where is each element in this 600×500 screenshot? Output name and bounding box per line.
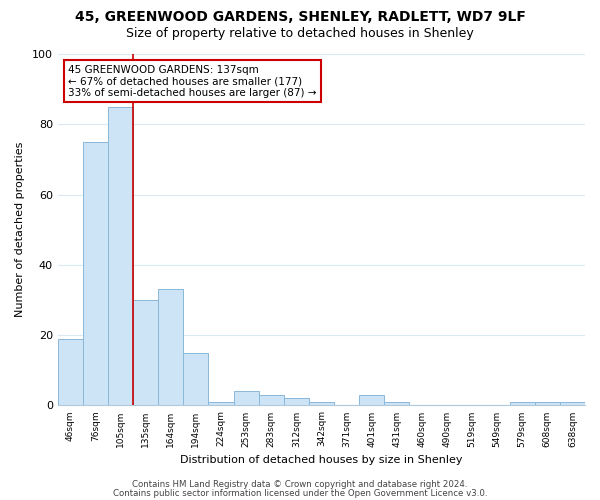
Bar (58, 338, 83, 406)
Bar (108, 106, 133, 406)
Bar (158, 290, 184, 406)
Bar (509, 402, 535, 406)
Bar (83, 142, 108, 406)
Bar (284, 398, 309, 406)
Text: Contains public sector information licensed under the Open Government Licence v3: Contains public sector information licen… (113, 488, 487, 498)
Text: Size of property relative to detached houses in Shenley: Size of property relative to detached ho… (126, 28, 474, 40)
Bar (359, 395, 384, 406)
Bar (560, 402, 585, 406)
Y-axis label: Number of detached properties: Number of detached properties (15, 142, 25, 318)
Bar (208, 402, 233, 406)
Text: 45 GREENWOOD GARDENS: 137sqm
← 67% of detached houses are smaller (177)
33% of s: 45 GREENWOOD GARDENS: 137sqm ← 67% of de… (68, 64, 317, 98)
Bar (233, 392, 259, 406)
Bar (309, 402, 334, 406)
Bar (133, 300, 158, 406)
Bar (384, 402, 409, 406)
Text: 45, GREENWOOD GARDENS, SHENLEY, RADLETT, WD7 9LF: 45, GREENWOOD GARDENS, SHENLEY, RADLETT,… (74, 10, 526, 24)
Bar (535, 402, 560, 406)
Text: Contains HM Land Registry data © Crown copyright and database right 2024.: Contains HM Land Registry data © Crown c… (132, 480, 468, 489)
X-axis label: Distribution of detached houses by size in Shenley: Distribution of detached houses by size … (180, 455, 463, 465)
Bar (184, 352, 208, 406)
Bar (259, 395, 284, 406)
